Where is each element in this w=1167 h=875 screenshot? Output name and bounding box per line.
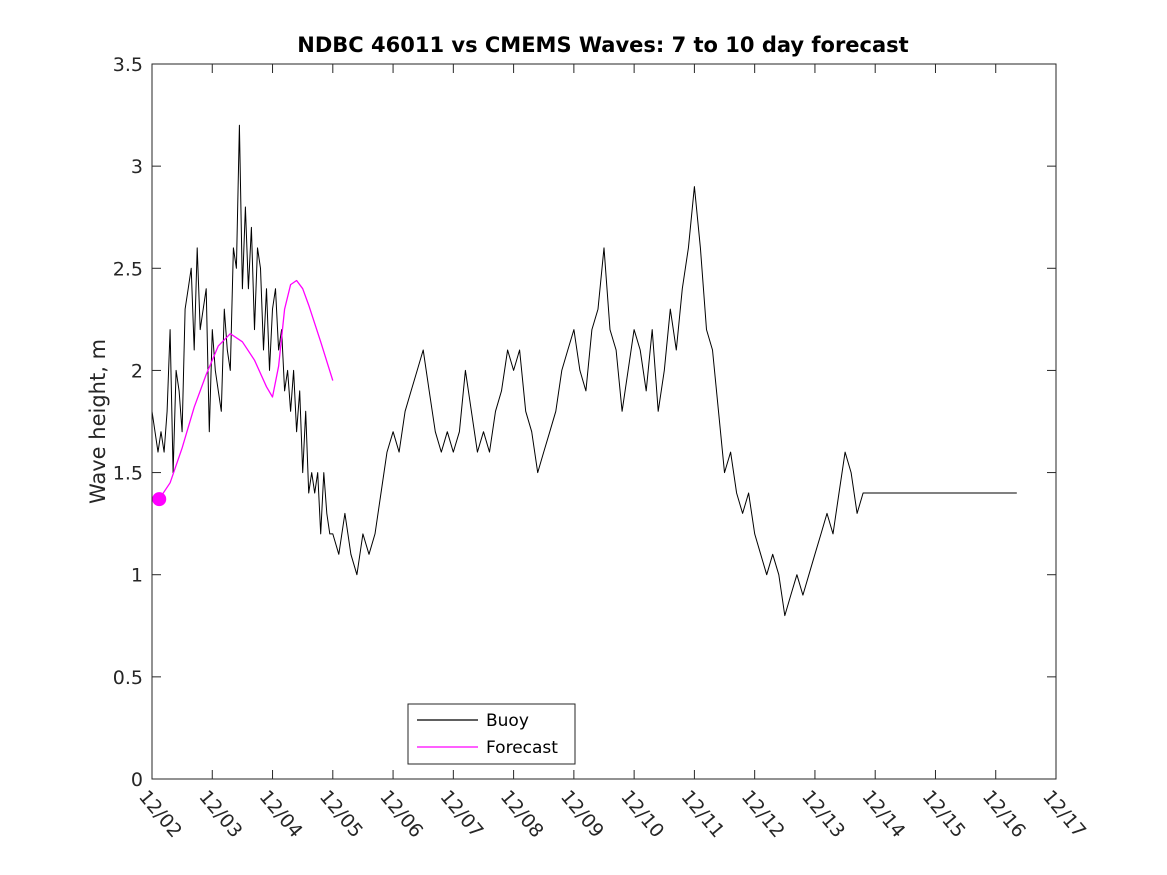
y-tick-label: 1.5	[113, 463, 143, 485]
legend: Buoy Forecast	[407, 703, 576, 765]
y-tick-label: 3	[131, 156, 143, 178]
legend-label: Buoy	[486, 711, 529, 731]
series-line-buoy	[151, 124, 1017, 617]
y-tick-label: 0	[131, 769, 143, 791]
series-layer	[151, 124, 1017, 617]
y-tick-label: 1	[131, 565, 143, 587]
plot-frame	[151, 63, 1057, 780]
y-tick-label: 0.5	[113, 667, 143, 689]
y-tick-label: 3.5	[113, 54, 143, 76]
chart-title: NDBC 46011 vs CMEMS Waves: 7 to 10 day f…	[297, 33, 908, 57]
y-axis-label: Wave height, m	[86, 339, 110, 504]
legend-box	[407, 703, 576, 765]
series-line-forecast	[158, 279, 334, 500]
y-tick-label: 2	[131, 360, 143, 382]
y-tick-labels: 0 0.5 1 1.5 2 2.5 3 3.5	[113, 54, 143, 791]
forecast-start-marker	[152, 492, 167, 507]
y-tick-label: 2.5	[113, 258, 143, 280]
legend-label: Forecast	[486, 738, 558, 758]
